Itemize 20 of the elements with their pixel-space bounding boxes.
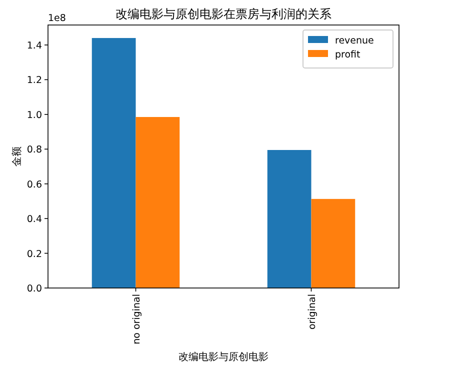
bar bbox=[136, 117, 180, 288]
chart-title: 改编电影与原创电影在票房与利润的关系 bbox=[116, 7, 332, 21]
bar bbox=[267, 150, 312, 288]
y-tick-label: 1.2 bbox=[26, 75, 42, 86]
y-tick-label: 0.4 bbox=[26, 214, 42, 226]
y-tick-label: 0.2 bbox=[26, 248, 42, 260]
bar bbox=[92, 38, 136, 288]
text: 1e8 bbox=[48, 13, 66, 24]
y-tick-label: 0.0 bbox=[26, 284, 42, 294]
y-tick-label: 1.4 bbox=[26, 40, 42, 52]
y-axis-title: 金额 bbox=[11, 146, 23, 166]
y-tick-label: 0.8 bbox=[26, 144, 42, 156]
y-tick-label: 1.0 bbox=[26, 110, 42, 121]
legend-label: profit bbox=[335, 50, 361, 60]
bar bbox=[311, 198, 356, 288]
x-tick-label: no original bbox=[131, 294, 142, 344]
x-axis-title: 改编电影与原创电影 bbox=[178, 351, 268, 363]
x-tick-label: original bbox=[306, 294, 318, 330]
y-tick-label: 0.6 bbox=[26, 179, 42, 190]
legend-label: revenue bbox=[335, 36, 374, 46]
